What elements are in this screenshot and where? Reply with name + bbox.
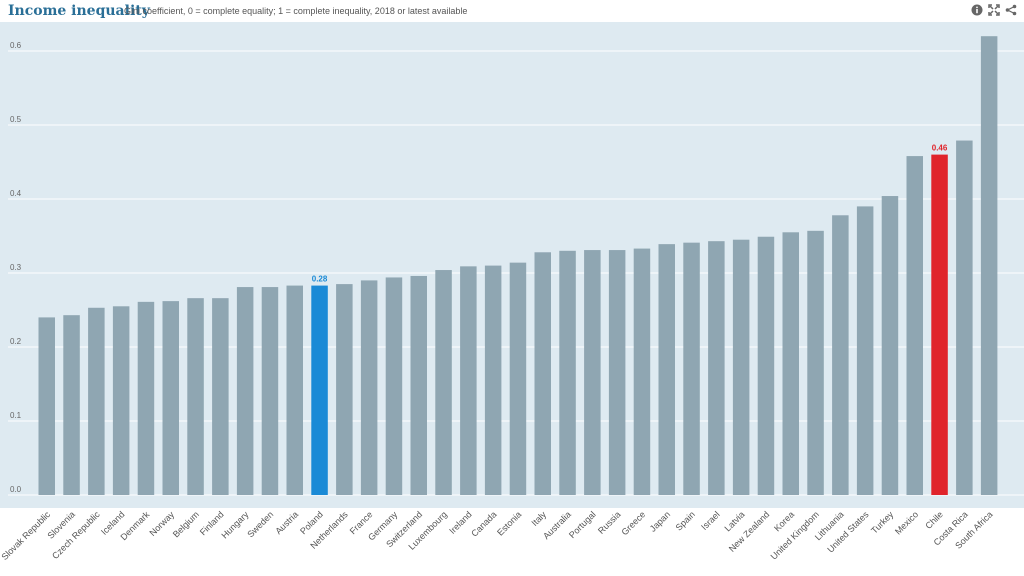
x-tick-label: Israel bbox=[699, 509, 722, 532]
bar-estonia[interactable] bbox=[509, 262, 527, 495]
value-label-poland: 0.28 bbox=[312, 275, 328, 284]
bar-czech-republic[interactable] bbox=[88, 307, 105, 495]
chart-header: Income inequality Gini coefficient, 0 = … bbox=[0, 0, 1024, 22]
bar-costa-rica[interactable] bbox=[956, 140, 973, 495]
bar-slovak-republic[interactable] bbox=[38, 317, 56, 495]
x-tick-label: Japan bbox=[648, 509, 672, 533]
x-tick-label: Russia bbox=[596, 509, 623, 536]
x-tick-label: Hungary bbox=[219, 509, 250, 540]
bar-italy[interactable] bbox=[534, 252, 552, 495]
bar-spain[interactable] bbox=[683, 242, 700, 495]
x-tick-label: Mexico bbox=[893, 509, 920, 536]
bar-hungary[interactable] bbox=[236, 287, 254, 495]
x-tick-label: Estonia bbox=[495, 509, 523, 537]
bars bbox=[38, 36, 998, 496]
y-tick-label: 0.0 bbox=[10, 485, 22, 494]
x-tick-label: Turkey bbox=[869, 509, 896, 536]
bar-belgium[interactable] bbox=[187, 298, 204, 495]
x-tick-label: Portugal bbox=[567, 509, 598, 540]
y-tick-label: 0.6 bbox=[10, 41, 22, 50]
bar-ireland[interactable] bbox=[460, 266, 477, 495]
expand-icon[interactable] bbox=[987, 4, 1001, 18]
bar-austria[interactable] bbox=[286, 285, 304, 495]
y-axis: 0.0 0.1 0.2 0.3 0.4 0.5 0.6 bbox=[10, 41, 22, 494]
bar-switzerland[interactable] bbox=[410, 275, 428, 495]
x-tick-label: Slovak Republic bbox=[0, 509, 53, 562]
bar-germany[interactable] bbox=[385, 277, 403, 495]
bar-lithuania[interactable] bbox=[832, 215, 849, 495]
bar-norway[interactable] bbox=[162, 301, 180, 495]
bar-russia[interactable] bbox=[608, 250, 626, 495]
bar-france[interactable] bbox=[360, 280, 378, 495]
y-tick-label: 0.2 bbox=[10, 337, 22, 346]
bar-iceland[interactable] bbox=[112, 306, 130, 495]
bar-korea[interactable] bbox=[782, 232, 800, 496]
bar-south-africa[interactable] bbox=[980, 36, 998, 495]
bar-united-states[interactable] bbox=[856, 206, 874, 495]
x-tick-label: Greece bbox=[619, 509, 647, 537]
value-labels: 0.28 0.46 bbox=[312, 144, 948, 284]
bar-portugal[interactable] bbox=[584, 250, 601, 495]
bar-latvia[interactable] bbox=[732, 239, 750, 495]
x-tick-label: Belgium bbox=[171, 509, 201, 539]
x-tick-label: Chile bbox=[923, 509, 945, 531]
bar-chart: 0.0 0.1 0.2 0.3 0.4 0.5 0.6 0.28 0.46 Slovak Re… bbox=[0, 22, 1024, 562]
bar-united-kingdom[interactable] bbox=[807, 230, 824, 495]
chart-title: Income inequality bbox=[8, 3, 150, 19]
bar-new-zealand[interactable] bbox=[757, 236, 775, 496]
bar-turkey[interactable] bbox=[881, 196, 899, 496]
bar-luxembourg[interactable] bbox=[435, 270, 452, 495]
bar-poland[interactable] bbox=[311, 285, 328, 495]
bar-finland[interactable] bbox=[212, 298, 229, 495]
x-tick-label: Austria bbox=[273, 509, 300, 536]
bar-canada[interactable] bbox=[484, 265, 502, 495]
y-tick-label: 0.3 bbox=[10, 263, 22, 272]
y-tick-label: 0.5 bbox=[10, 115, 22, 124]
x-tick-label: Spain bbox=[674, 509, 697, 532]
bar-japan[interactable] bbox=[658, 244, 676, 495]
bar-denmark[interactable] bbox=[137, 301, 155, 495]
y-tick-label: 0.4 bbox=[10, 189, 22, 198]
bar-mexico[interactable] bbox=[906, 156, 924, 495]
share-icon[interactable] bbox=[1004, 4, 1018, 18]
bar-greece[interactable] bbox=[633, 248, 651, 495]
bar-chile[interactable] bbox=[931, 154, 948, 495]
info-icon[interactable] bbox=[970, 4, 984, 18]
chart-subtitle: Gini coefficient, 0 = complete equality;… bbox=[124, 6, 468, 16]
bar-israel[interactable] bbox=[708, 241, 725, 495]
x-tick-label: Italy bbox=[529, 509, 548, 528]
bar-slovenia[interactable] bbox=[63, 315, 80, 495]
x-tick-label: Sweden bbox=[245, 509, 275, 539]
bar-australia[interactable] bbox=[559, 250, 576, 495]
value-label-chile: 0.46 bbox=[932, 144, 948, 153]
bar-sweden[interactable] bbox=[261, 287, 279, 495]
x-tick-label: Canada bbox=[469, 509, 498, 538]
x-tick-label: Australia bbox=[541, 509, 573, 541]
y-tick-label: 0.1 bbox=[10, 411, 22, 420]
bar-netherlands[interactable] bbox=[336, 284, 353, 495]
